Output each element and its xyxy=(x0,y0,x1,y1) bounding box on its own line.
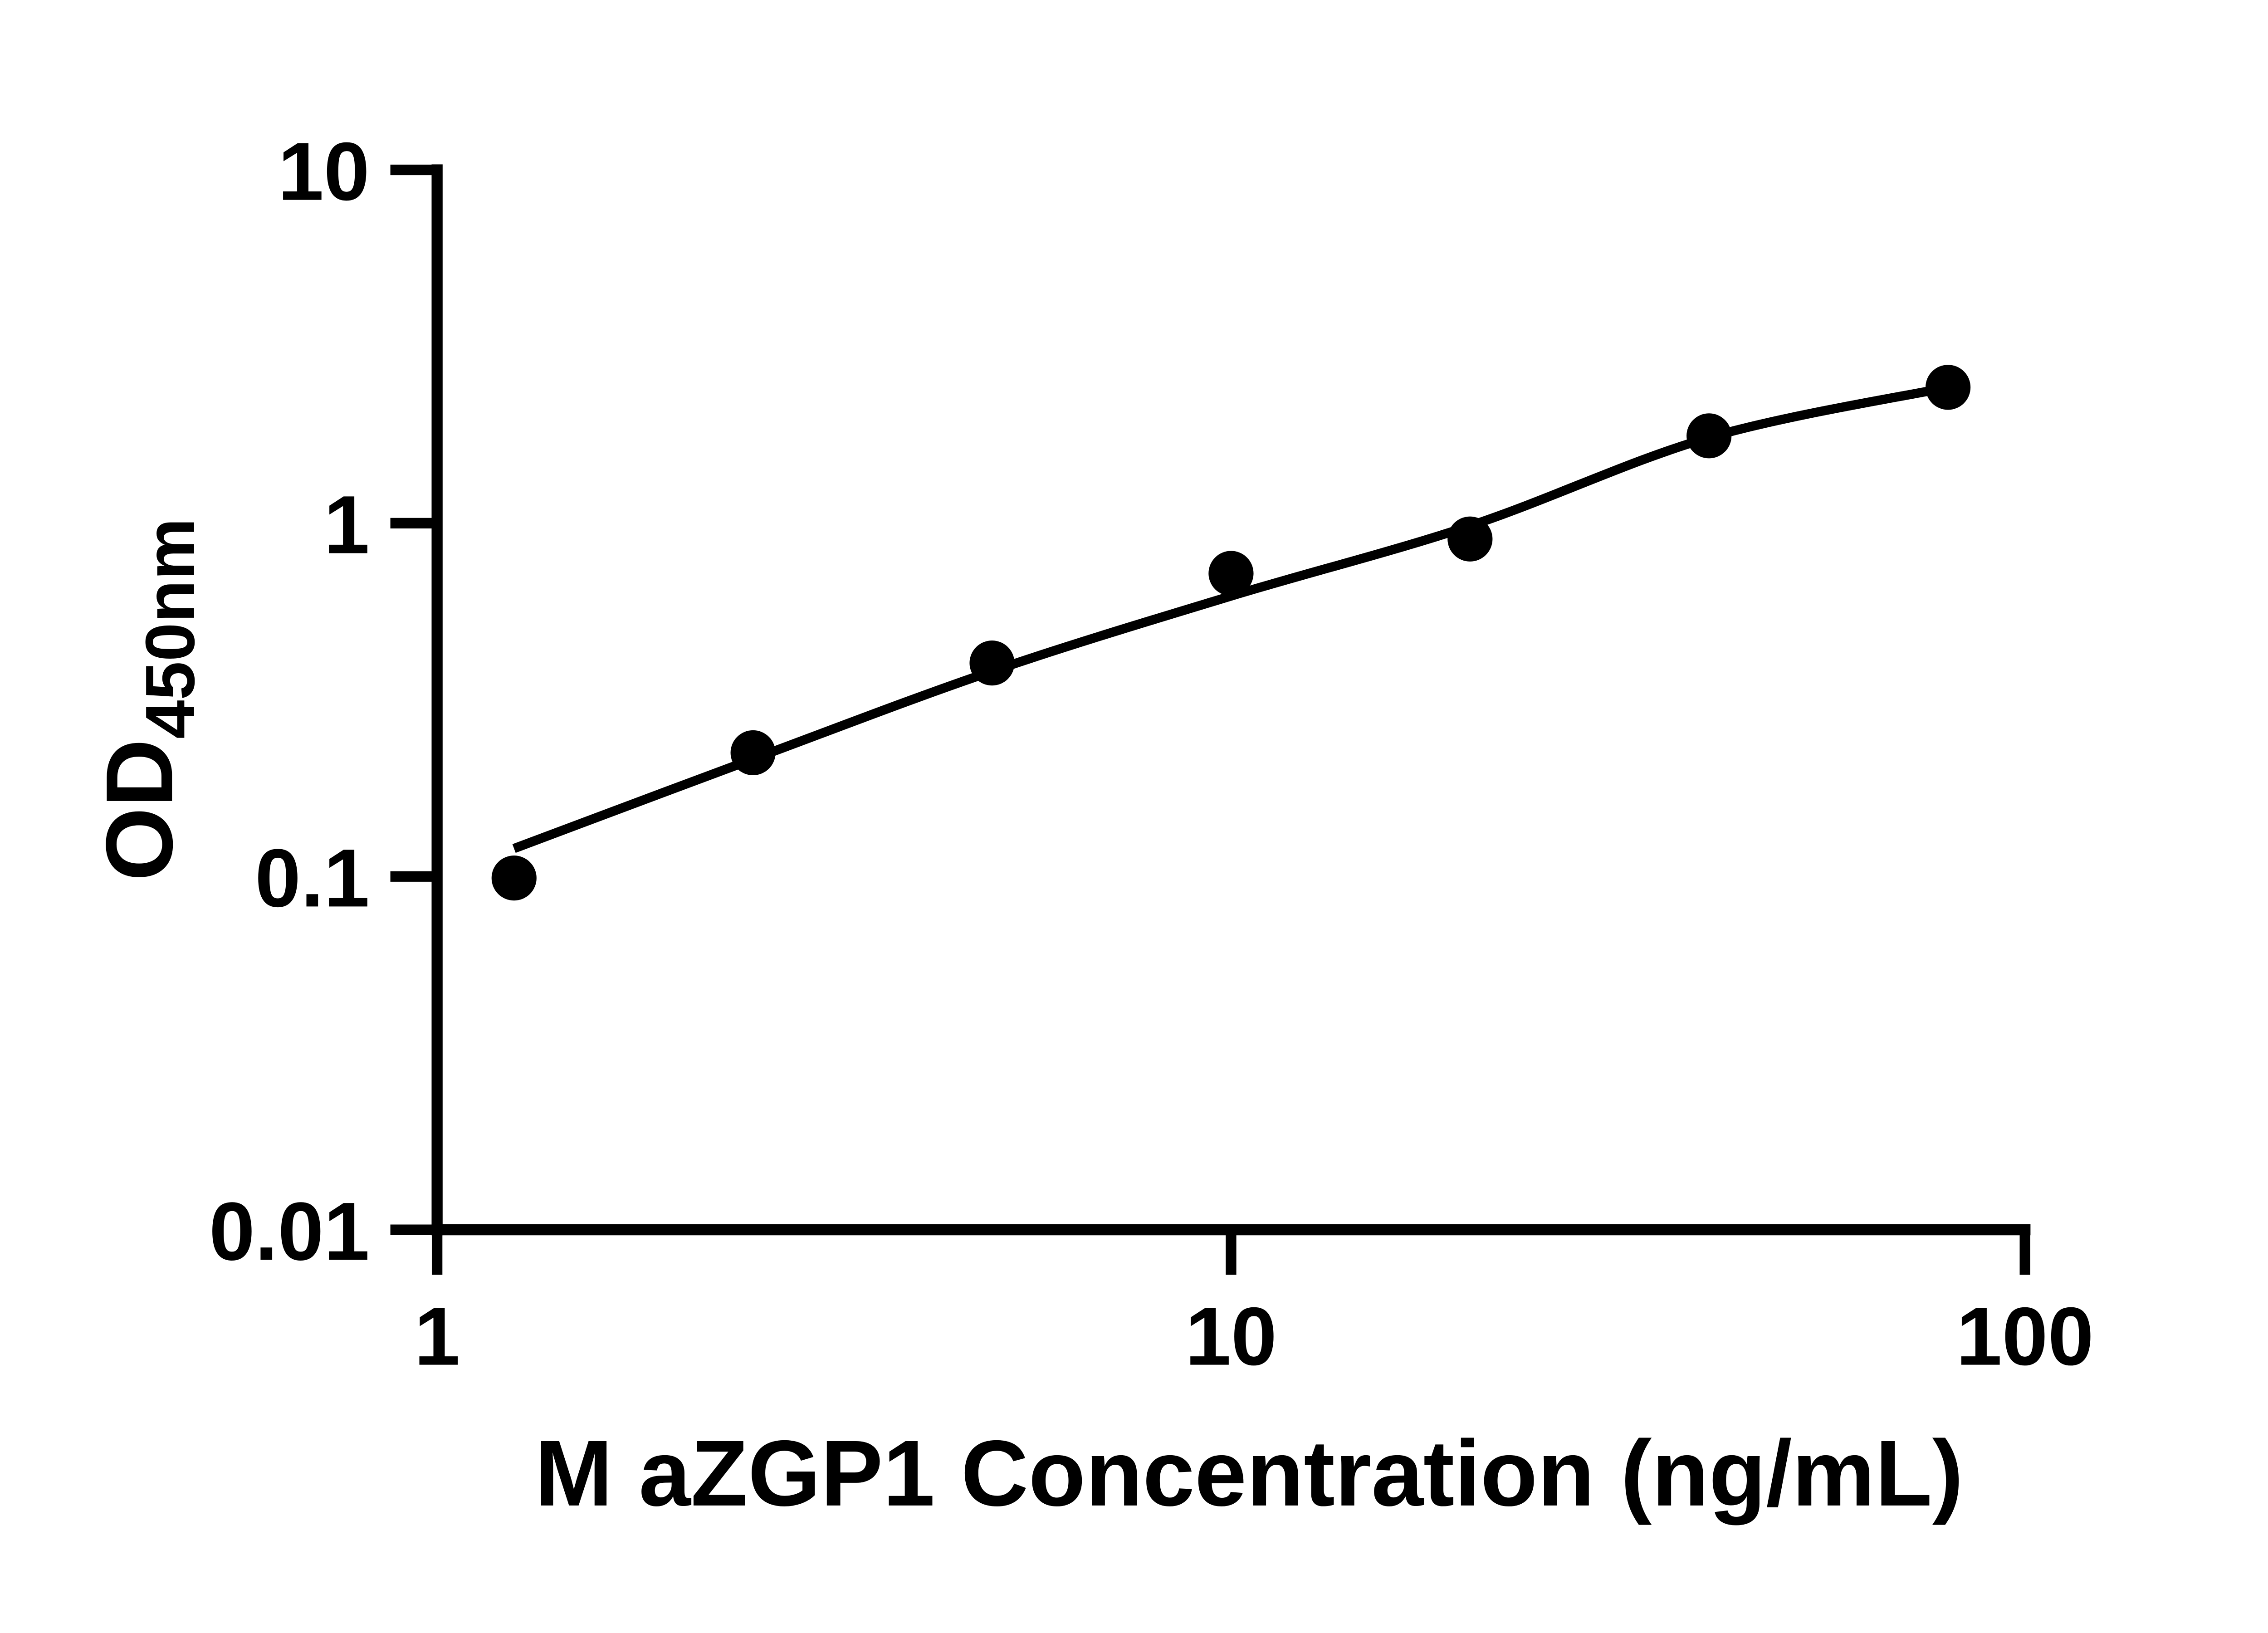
y-tick-label-0.1: 0.1 xyxy=(255,831,370,924)
data-point-marker xyxy=(969,640,1015,686)
data-point-marker xyxy=(1926,365,1971,410)
y-axis-title: OD450nm xyxy=(87,518,209,881)
x-axis-title: M aZGP1 Concentration (ng/mL) xyxy=(535,1421,1963,1525)
y-tick-label-0.01: 0.01 xyxy=(209,1185,370,1277)
x-tick-label-100: 100 xyxy=(1956,1290,2094,1383)
data-point-marker xyxy=(1447,516,1493,562)
y-tick-label-10: 10 xyxy=(278,125,370,218)
axis-ticks xyxy=(390,164,2030,1275)
data-point-marker xyxy=(1686,413,1732,459)
axis-labels: 10 1 0.1 0.01 1 10 100 M aZGP1 Concentra… xyxy=(87,125,2094,1525)
x-tick-label-1: 1 xyxy=(414,1290,460,1383)
x-tick-label-10: 10 xyxy=(1185,1290,1277,1383)
data-point-marker xyxy=(1208,551,1254,596)
y-tick-label-1: 1 xyxy=(324,478,370,571)
y-axis-title-subscript: 450nm xyxy=(131,518,209,739)
plot-series xyxy=(491,365,1971,901)
axes xyxy=(431,164,2031,1236)
y-axis-title-main: OD xyxy=(87,739,192,881)
data-point-marker xyxy=(491,856,537,901)
data-point-marker xyxy=(730,730,776,776)
fit-curve-line xyxy=(512,382,1949,853)
